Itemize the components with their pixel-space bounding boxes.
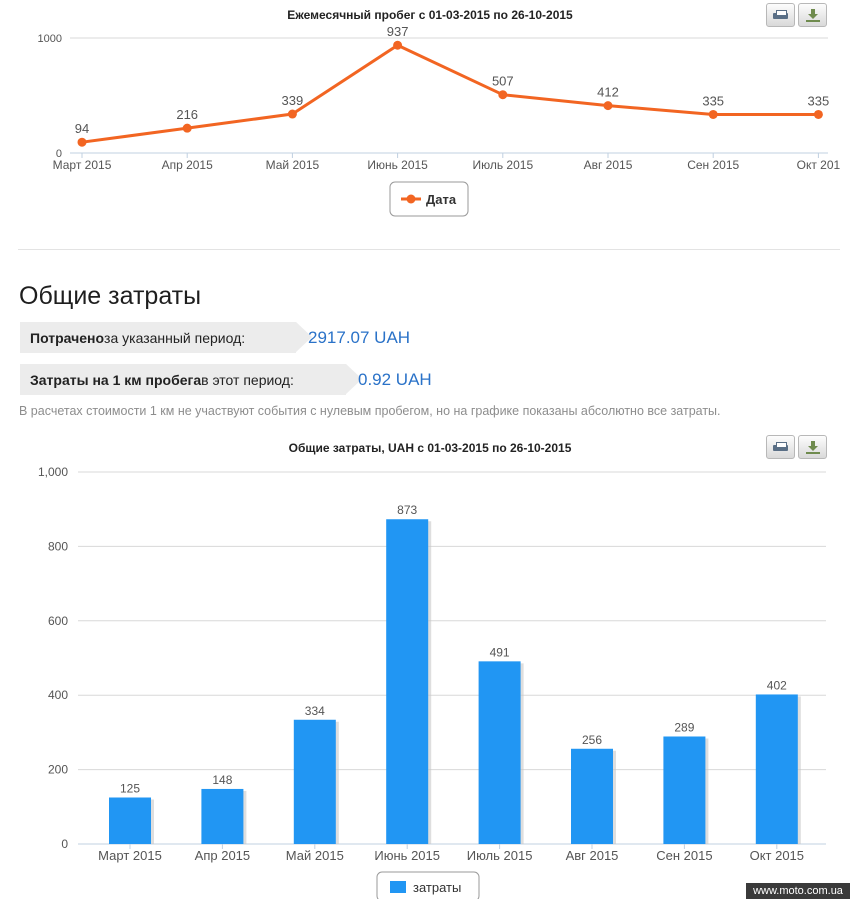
series-line bbox=[81, 43, 819, 144]
printer-icon bbox=[773, 9, 788, 21]
x-tick-label: Март 2015 bbox=[98, 848, 162, 863]
x-tick-label: Окт 2015 bbox=[750, 848, 804, 863]
x-tick-label: Май 2015 bbox=[286, 848, 344, 863]
print-button[interactable] bbox=[766, 3, 795, 27]
data-label: 335 bbox=[808, 93, 830, 108]
bar bbox=[478, 661, 521, 844]
x-tick-label: Окт 201 bbox=[797, 158, 841, 172]
x-tick-label: Авг 2015 bbox=[566, 848, 619, 863]
x-tick-label: Авг 2015 bbox=[584, 158, 633, 172]
y-tick-label: 1000 bbox=[38, 33, 62, 45]
y-tick-label: 400 bbox=[48, 688, 68, 702]
download-icon bbox=[805, 8, 820, 22]
per-km-value: 0.92 UAH bbox=[358, 370, 432, 389]
data-point bbox=[813, 109, 823, 119]
data-point bbox=[393, 40, 403, 50]
data-point bbox=[603, 101, 613, 111]
expenses-chart-svg: Общие затраты, UAH с 01-03-2015 по 26-10… bbox=[38, 441, 826, 902]
download-icon bbox=[805, 440, 820, 454]
data-label: 402 bbox=[767, 678, 787, 692]
y-tick-label: 1,000 bbox=[38, 465, 68, 479]
data-label: 289 bbox=[674, 720, 694, 734]
data-label: 335 bbox=[702, 93, 724, 108]
x-tick-label: Май 2015 bbox=[266, 158, 320, 172]
data-point bbox=[498, 90, 508, 100]
legend-marker bbox=[390, 881, 406, 893]
printer-icon bbox=[773, 441, 788, 453]
site-watermark: www.moto.com.ua bbox=[746, 883, 850, 899]
per-km-label-rest: в этот период: bbox=[201, 371, 294, 388]
bar bbox=[663, 736, 706, 844]
download-button[interactable] bbox=[798, 3, 827, 27]
y-tick-label: 0 bbox=[61, 837, 68, 851]
data-label: 873 bbox=[397, 503, 417, 517]
data-label: 507 bbox=[492, 74, 514, 89]
y-tick-label: 800 bbox=[48, 539, 68, 553]
chart-title: Общие затраты, UAH с 01-03-2015 по 26-10… bbox=[289, 441, 572, 455]
data-point bbox=[708, 109, 718, 119]
calculation-note: В расчетах стоимости 1 км не участвуют с… bbox=[19, 404, 721, 418]
per-km-label: Затраты на 1 км пробега в этот период: bbox=[20, 364, 362, 395]
data-label: 412 bbox=[597, 85, 619, 100]
mileage-chart-svg: Ежемесячный пробег с 01-03-2015 по 26-10… bbox=[38, 8, 841, 217]
x-tick-label: Апр 2015 bbox=[195, 848, 250, 863]
data-label: 937 bbox=[387, 24, 409, 39]
section-divider bbox=[18, 249, 840, 250]
data-label: 148 bbox=[212, 773, 232, 787]
bar bbox=[755, 694, 798, 844]
per-km-label-bold: Затраты на 1 км пробега bbox=[30, 371, 202, 388]
download-button-2[interactable] bbox=[798, 435, 827, 459]
data-label: 216 bbox=[176, 107, 198, 122]
print-button-2[interactable] bbox=[766, 435, 795, 459]
y-tick-label: 200 bbox=[48, 763, 68, 777]
mileage-chart: Ежемесячный пробег с 01-03-2015 по 26-10… bbox=[0, 0, 850, 230]
data-label: 339 bbox=[282, 93, 304, 108]
spent-label-bold: Потрачено bbox=[30, 329, 105, 346]
x-tick-label: Сен 2015 bbox=[656, 848, 712, 863]
data-point bbox=[182, 123, 192, 133]
bar bbox=[386, 519, 429, 844]
spent-label: Потрачено за указанный период: bbox=[20, 322, 312, 353]
y-tick-label: 0 bbox=[56, 148, 62, 160]
data-label: 334 bbox=[305, 704, 325, 718]
y-tick-label: 600 bbox=[48, 614, 68, 628]
bar bbox=[109, 797, 151, 844]
expenses-chart: Общие затраты, UAH с 01-03-2015 по 26-10… bbox=[0, 432, 850, 902]
spent-label-rest: за указанный период: bbox=[104, 329, 246, 346]
x-tick-label: Сен 2015 bbox=[687, 158, 739, 172]
data-label: 125 bbox=[120, 782, 140, 796]
x-tick-label: Июнь 2015 bbox=[374, 848, 440, 863]
data-label: 491 bbox=[490, 645, 510, 659]
data-point bbox=[77, 137, 87, 147]
bar bbox=[571, 748, 613, 844]
x-tick-label: Март 2015 bbox=[53, 158, 112, 172]
x-tick-label: Июнь 2015 bbox=[367, 158, 428, 172]
chart-title: Ежемесячный пробег с 01-03-2015 по 26-10… bbox=[287, 8, 573, 22]
bar bbox=[201, 788, 244, 844]
bar bbox=[293, 719, 336, 844]
legend-box bbox=[389, 181, 469, 217]
section-title: Общие затраты bbox=[19, 282, 202, 310]
legend-label: затраты bbox=[413, 880, 461, 895]
data-label: 94 bbox=[75, 121, 89, 136]
legend-label: Дата bbox=[426, 192, 457, 207]
data-point bbox=[287, 109, 297, 119]
x-tick-label: Июль 2015 bbox=[472, 158, 533, 172]
x-tick-label: Апр 2015 bbox=[162, 158, 214, 172]
data-label: 256 bbox=[582, 733, 602, 747]
x-tick-label: Июль 2015 bbox=[467, 848, 533, 863]
legend-marker bbox=[406, 194, 416, 204]
spent-value: 2917.07 UAH bbox=[308, 328, 411, 347]
